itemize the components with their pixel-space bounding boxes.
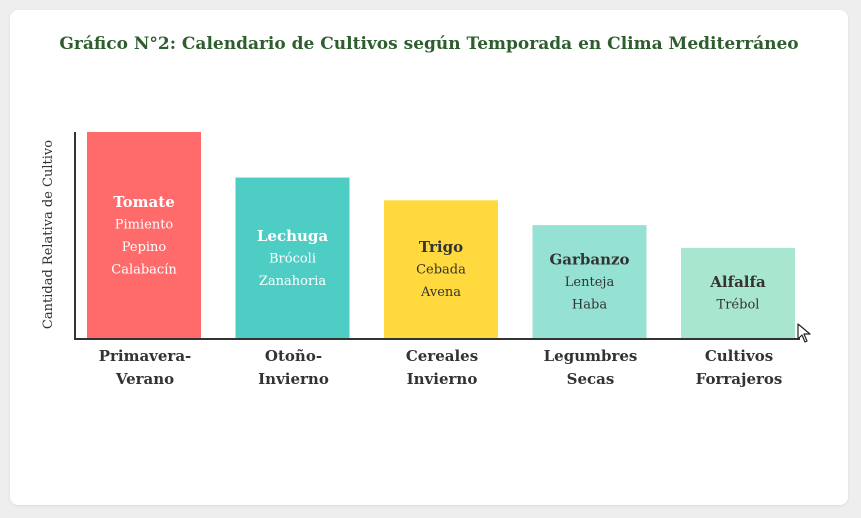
bar-label-crop: Pepino (122, 240, 167, 255)
bar-label-crop: Trébol (717, 298, 760, 313)
x-tick-label: Legumbres (544, 347, 638, 365)
bar-2 (235, 177, 350, 339)
bar-label-crop: Avena (420, 285, 461, 300)
bar-label-crop: Cebada (416, 263, 466, 278)
x-tick-label: Forrajeros (696, 370, 783, 388)
bar-label-main: Tomate (113, 193, 175, 211)
bar-label-main: Garbanzo (549, 251, 629, 269)
x-tick-label: Otoño- (265, 347, 322, 365)
x-tick-label: Verano (115, 370, 174, 388)
bar-label-crop: Pimiento (115, 217, 174, 232)
x-tick-label: Cereales (406, 347, 478, 365)
bar-4 (532, 225, 647, 339)
x-tick-label: Invierno (407, 370, 478, 388)
bar-1 (87, 132, 201, 339)
bar-label-crop: Zanahoria (259, 274, 326, 289)
x-tick-label: Cultivos (705, 347, 773, 365)
x-tick-label: Secas (567, 370, 615, 388)
x-tick-label: Primavera- (99, 347, 192, 365)
chart-title: Gráfico N°2: Calendario de Cultivos segú… (59, 34, 799, 54)
bar-label-crop: Brócoli (269, 251, 316, 266)
bar-label-crop: Calabacín (111, 262, 177, 277)
bar-5 (681, 247, 795, 339)
bar-label-main: Trigo (419, 238, 463, 256)
bar-label-main: Alfalfa (709, 273, 766, 291)
y-axis-label: Cantidad Relativa de Cultivo (41, 140, 56, 329)
bar-3 (384, 200, 498, 339)
x-tick-label: Invierno (258, 370, 329, 388)
bar-label-crop: Lenteja (565, 275, 615, 290)
bar-label-crop: Haba (572, 298, 607, 313)
bar-label-main: Lechuga (257, 227, 329, 245)
mouse-cursor-icon (797, 323, 811, 343)
